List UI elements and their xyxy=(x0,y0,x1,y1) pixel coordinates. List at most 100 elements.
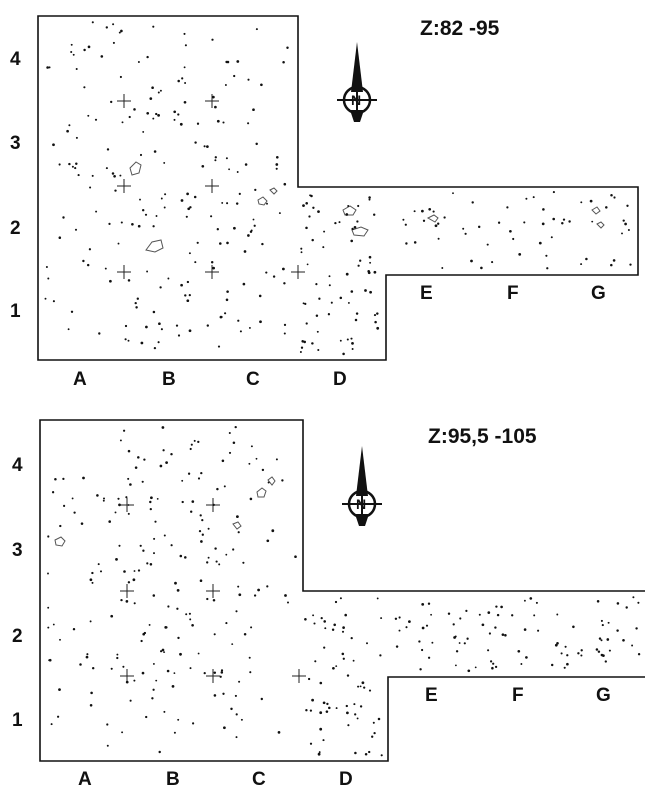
find-dot xyxy=(94,118,98,121)
find-dot xyxy=(564,645,567,648)
north-arrow-icon xyxy=(337,42,377,122)
find-dot xyxy=(116,656,119,660)
find-dot xyxy=(364,289,367,292)
find-dot xyxy=(80,522,84,525)
find-dot xyxy=(82,476,85,480)
find-dot xyxy=(346,674,350,677)
north-label: N xyxy=(351,92,362,108)
find-dot xyxy=(351,348,354,350)
find-dot xyxy=(120,598,123,602)
find-dot xyxy=(152,688,155,691)
column-label-d: D xyxy=(339,769,353,790)
find-dot xyxy=(89,186,92,189)
find-dot xyxy=(189,206,192,209)
find-dot xyxy=(283,182,287,186)
column-label-a: A xyxy=(73,369,87,390)
find-dot xyxy=(111,172,115,175)
column-label-e: E xyxy=(425,685,438,706)
find-dot xyxy=(140,639,143,643)
find-dot xyxy=(146,55,149,59)
find-dot xyxy=(226,241,229,245)
find-dot xyxy=(305,202,309,205)
find-dot xyxy=(201,518,204,522)
find-dot xyxy=(187,472,191,475)
find-dot xyxy=(166,669,170,673)
find-dot xyxy=(193,439,196,442)
find-dot xyxy=(110,614,114,618)
find-dot xyxy=(470,259,473,263)
find-dot xyxy=(152,117,155,120)
find-dot xyxy=(75,162,78,166)
find-dot xyxy=(145,325,148,329)
find-dot xyxy=(177,718,180,721)
find-dot xyxy=(186,280,190,284)
find-dot xyxy=(210,260,214,264)
find-dot xyxy=(118,503,121,507)
find-dot xyxy=(376,597,379,600)
find-dot xyxy=(207,527,210,530)
find-dot xyxy=(173,731,176,734)
find-dot xyxy=(183,66,186,69)
find-dot xyxy=(452,623,455,626)
find-dot xyxy=(488,632,491,635)
find-dot xyxy=(225,157,228,160)
find-dot xyxy=(142,130,145,133)
find-dot xyxy=(118,544,121,547)
find-dot xyxy=(133,108,136,111)
grid-cross-markers xyxy=(117,94,305,279)
find-dot xyxy=(322,701,326,705)
find-dot xyxy=(174,581,177,585)
find-dot xyxy=(152,310,156,314)
find-dot xyxy=(181,500,184,504)
find-dot xyxy=(102,497,106,500)
find-dot xyxy=(230,707,233,711)
find-dot xyxy=(146,111,150,115)
find-dot xyxy=(284,594,287,597)
find-dot xyxy=(538,241,542,245)
find-dot xyxy=(121,121,124,124)
find-dot xyxy=(255,142,258,146)
find-dot xyxy=(222,692,225,695)
find-dot xyxy=(226,202,229,205)
find-dot xyxy=(345,704,348,708)
find-dot xyxy=(616,629,619,632)
find-dot xyxy=(120,221,123,224)
find-dot xyxy=(47,606,50,609)
find-dot xyxy=(163,710,166,713)
row-label-2: 2 xyxy=(12,626,23,647)
find-dot xyxy=(213,633,216,636)
find-dot xyxy=(115,558,118,561)
find-dot xyxy=(405,242,408,245)
find-dot xyxy=(286,46,289,49)
find-dot xyxy=(214,105,217,109)
find-dot xyxy=(556,641,559,645)
find-dot xyxy=(265,271,268,274)
find-dot xyxy=(312,614,315,617)
find-dot xyxy=(367,270,371,273)
column-label-e: E xyxy=(420,283,433,304)
row-label-4: 4 xyxy=(10,49,21,70)
find-dot xyxy=(173,672,176,674)
find-dot xyxy=(419,668,422,671)
find-dot xyxy=(637,601,640,604)
find-dot xyxy=(589,199,593,203)
find-dot xyxy=(379,654,382,657)
find-dot xyxy=(494,665,498,669)
find-dot xyxy=(237,531,240,534)
find-dot xyxy=(247,122,250,125)
find-dot xyxy=(140,341,144,345)
find-dot xyxy=(318,297,321,300)
find-dot xyxy=(218,563,221,566)
find-dot xyxy=(572,625,575,629)
find-dot xyxy=(437,237,440,240)
find-dot xyxy=(203,671,206,675)
find-dot xyxy=(144,213,148,216)
find-dot xyxy=(87,114,90,117)
find-dot xyxy=(353,703,356,706)
find-dot xyxy=(189,667,192,670)
find-dot xyxy=(302,204,305,207)
find-dot xyxy=(427,656,431,659)
find-dot xyxy=(347,301,350,304)
find-dot xyxy=(47,277,50,280)
find-dot xyxy=(319,681,323,685)
